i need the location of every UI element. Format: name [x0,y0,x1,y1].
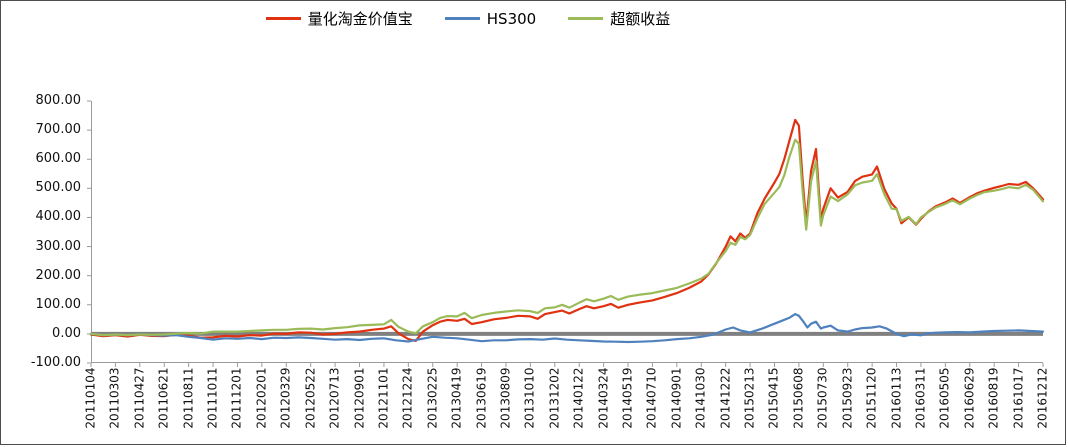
x-tick-label: 20121101 [376,367,391,429]
y-tick-label: 400.00 [35,209,82,225]
x-tick-label: 20120522 [303,367,318,429]
legend-swatch-excess-return [568,17,604,20]
x-tick-label: 20110811 [181,367,196,429]
y-tick-label: 500.00 [35,180,82,196]
x-tick-label: 20160629 [962,367,977,429]
x-tick-label: 20140710 [644,367,659,429]
x-tick-label: 20150213 [742,367,757,429]
y-tick-label: 700.00 [35,122,82,138]
x-tick-label: 20110104 [83,367,98,429]
x-tick-label: 20120329 [278,367,293,429]
legend-item-hs300: HS300 [444,9,537,28]
x-tick-label: 20141030 [693,367,708,429]
legend-label-excess-return: 超额收益 [610,10,671,28]
x-tick-label: 20150608 [791,367,806,429]
x-tick-label: 20130419 [449,367,464,429]
x-tick-label: 20160311 [913,367,928,429]
y-tick-label: 0.00 [52,325,81,341]
legend-label-hs300: HS300 [486,9,537,28]
x-tick-label: 20160819 [986,367,1001,429]
x-tick-label: 20160505 [937,367,952,429]
x-tick-label: 20161017 [1011,367,1026,429]
x-tick-label: 20130619 [474,367,489,429]
x-tick-label: 20120201 [254,367,269,429]
x-axis-labels: 20110104 20110303 20110427 20110621 20110811… [84,367,1050,444]
x-tick-label: 20120901 [352,367,366,429]
x-tick-label: 20121224 [400,367,415,429]
series-line-excess-return [89,138,1045,337]
y-tick-label: 200.00 [35,267,82,283]
x-tick-label: 20131202 [547,367,562,429]
chart-legend: 量化淘金价值宝 HS300 超额收益 [1,8,1065,29]
x-tick-label: 20140901 [669,367,684,429]
x-tick-label: 20141222 [718,367,733,429]
y-tick-label: 600.00 [35,151,82,167]
x-tick-label: 20110621 [156,367,171,429]
x-tick-label: 20140324 [596,367,611,429]
x-tick-label: 20120713 [327,367,342,429]
plot-area [87,100,1045,367]
series-line-hs300 [89,313,1045,344]
legend-item-quant-fund: 量化淘金价值宝 [265,8,413,29]
x-tick-label: 20111011 [205,367,220,429]
x-tick-label: 20151120 [864,367,879,429]
x-tick-label: 20161212 [1035,367,1050,429]
x-tick-label: 20150923 [840,367,855,429]
y-axis-labels: 800.00 700.00 600.00 500.00 400.00 300.00 200.… [1,93,82,370]
y-tick-label: 300.00 [35,238,82,254]
x-tick-label: 20140519 [620,367,635,429]
y-tick-label: 800.00 [35,93,82,108]
y-tick-label: -100.00 [30,355,81,370]
x-tick-label: 20111201 [229,367,244,429]
chart-canvas [87,100,1045,367]
x-tick-label: 20160113 [889,367,904,429]
x-tick-label: 20150730 [815,367,830,429]
x-tick-label: 20131010 [522,367,537,429]
x-tick-label: 20150415 [766,367,781,429]
y-tick-label: 100.00 [35,296,82,312]
x-tick-label: 20110303 [107,367,122,429]
x-tick-label: 20140122 [571,367,586,429]
x-tick-label: 20130809 [498,367,513,429]
legend-swatch-hs300 [444,17,480,20]
legend-item-excess-return: 超额收益 [568,8,670,29]
x-tick-label: 20110427 [132,367,147,429]
legend-label-quant-fund: 量化淘金价值宝 [307,10,413,28]
legend-swatch-quant-fund [265,17,301,20]
x-tick-label: 20130225 [425,367,440,429]
